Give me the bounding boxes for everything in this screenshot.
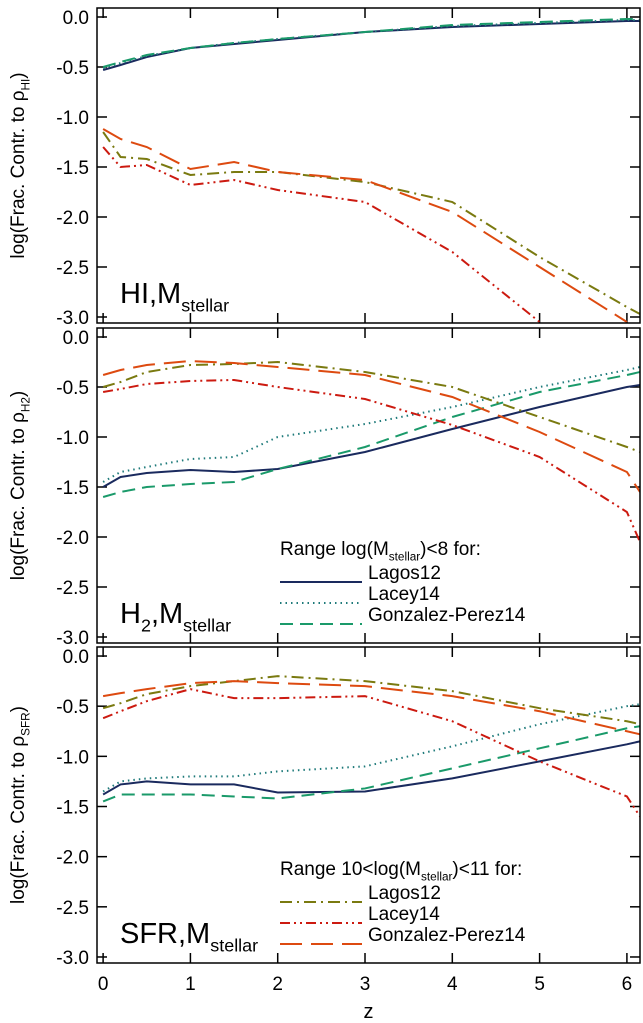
panel-label-part: stellar xyxy=(181,296,229,316)
y-tick-label: -0.5 xyxy=(56,378,89,399)
y-tick-label: -1.0 xyxy=(56,747,89,768)
y-tick-label: -3.0 xyxy=(56,628,89,649)
y-tick-label: -1.5 xyxy=(56,798,89,819)
y-tick-label: -1.0 xyxy=(56,108,89,129)
panel-label-part: ,M xyxy=(151,598,183,630)
y-axis-label-part: SFR xyxy=(20,712,33,736)
y-tick-label: -0.5 xyxy=(56,697,89,718)
legend-title: Range log(Mstellar)<8 for: xyxy=(280,539,481,564)
panel-label: H2,Mstellar xyxy=(120,598,231,636)
y-tick-label: -2.0 xyxy=(56,848,89,869)
legend-title-part: Range log(M xyxy=(280,539,389,560)
legend-label: Lacey14 xyxy=(368,584,440,605)
y-tick-label: -2.5 xyxy=(56,258,89,279)
line-series xyxy=(102,675,640,726)
panel-label: SFR,Mstellar xyxy=(120,918,258,956)
line-series xyxy=(102,128,628,323)
y-axis-label-part: log(Frac. Contr. to ρ xyxy=(8,412,29,580)
y-axis-label-part: ) xyxy=(8,72,29,78)
x-axis-label: z xyxy=(364,1001,374,1023)
y-tick-label: -1.5 xyxy=(56,158,89,179)
y-axis-label: log(Frac. Contr. to ρH2) xyxy=(8,391,33,581)
y-tick-label: 0.0 xyxy=(63,328,89,349)
plot-frame xyxy=(96,646,641,964)
x-tick-label: 4 xyxy=(447,974,458,995)
legend-title: Range 10<log(Mstellar)<11 for: xyxy=(280,859,522,884)
plot-frame xyxy=(96,327,641,644)
line-series xyxy=(102,19,640,69)
legend-title-part: stellar xyxy=(389,551,420,564)
line-series xyxy=(102,146,541,323)
legend-title-part: )<8 for: xyxy=(420,539,481,560)
y-tick-label: -0.5 xyxy=(56,58,89,79)
line-series xyxy=(102,688,640,818)
x-tick-label: 5 xyxy=(534,974,545,995)
line-series xyxy=(102,366,640,483)
plot-frame xyxy=(96,7,641,324)
line-series xyxy=(102,371,640,498)
line-series xyxy=(102,680,640,736)
y-tick-label: -1.0 xyxy=(56,428,89,449)
legend-label: Gonzalez-Perez14 xyxy=(368,605,526,626)
x-tick-label: 2 xyxy=(272,974,283,995)
y-tick-label: -2.0 xyxy=(56,208,89,229)
legend-label: Lacey14 xyxy=(368,904,440,925)
y-tick-label: 0.0 xyxy=(63,647,89,668)
line-series xyxy=(102,360,640,453)
y-axis-label-part: ) xyxy=(8,391,29,397)
x-tick-label: 3 xyxy=(360,974,371,995)
panel-label-part: stellar xyxy=(183,616,231,636)
legend-label: Lagos12 xyxy=(368,883,441,904)
y-axis-label-part: HI xyxy=(20,79,33,91)
x-tick-label: 1 xyxy=(185,974,196,995)
y-axis-label-part: log(Frac. Contr. to ρ xyxy=(8,90,29,258)
y-tick-label: -3.0 xyxy=(56,308,89,329)
line-series xyxy=(102,20,640,71)
legend-title-part: )<11 for: xyxy=(452,859,522,880)
legend-title-part: Range 10<log(M xyxy=(280,859,421,880)
line-series xyxy=(102,740,640,796)
line-series xyxy=(102,725,640,803)
line-series xyxy=(102,359,640,493)
y-axis-label-part: H2 xyxy=(20,397,33,412)
y-tick-label: 0.0 xyxy=(63,8,89,29)
line-series xyxy=(102,18,640,68)
legend-label: Lagos12 xyxy=(368,563,441,584)
panel-label-part: H xyxy=(120,598,141,630)
y-tick-label: -2.5 xyxy=(56,898,89,919)
y-tick-label: -3.0 xyxy=(56,948,89,969)
y-axis-label: log(Frac. Contr. to ρHI) xyxy=(8,72,33,258)
panel-label-part: 2 xyxy=(141,616,151,636)
y-axis-label-part: log(Frac. Contr. to ρ xyxy=(8,736,29,904)
line-series xyxy=(102,131,640,315)
panel-label-part: stellar xyxy=(210,936,258,956)
legend-label: Gonzalez-Perez14 xyxy=(368,925,526,946)
y-tick-label: -2.0 xyxy=(56,528,89,549)
y-tick-label: -1.5 xyxy=(56,478,89,499)
legend-title-part: stellar xyxy=(421,871,452,884)
y-tick-label: -2.5 xyxy=(56,578,89,599)
line-series xyxy=(102,384,640,488)
panel-label-part: SFR,M xyxy=(120,918,210,950)
x-tick-label: 6 xyxy=(622,974,633,995)
y-axis-label-part: ) xyxy=(8,706,29,712)
x-tick-label: 0 xyxy=(98,974,109,995)
y-axis-label: log(Frac. Contr. to ρSFR) xyxy=(8,706,33,904)
panel-label-part: HI,M xyxy=(120,278,181,310)
line-series xyxy=(102,703,640,793)
panel-label: HI,Mstellar xyxy=(120,278,229,316)
line-series xyxy=(102,378,640,543)
